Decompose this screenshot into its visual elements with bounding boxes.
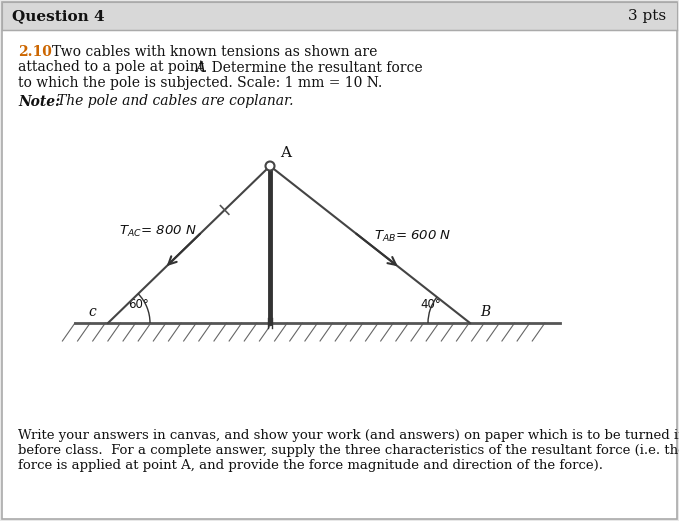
Text: A: A: [195, 60, 205, 75]
Text: to which the pole is subjected. Scale: 1 mm = 10 N.: to which the pole is subjected. Scale: 1…: [18, 76, 382, 90]
Text: B: B: [480, 305, 490, 319]
Text: The pole and cables are coplanar.: The pole and cables are coplanar.: [57, 94, 293, 108]
Circle shape: [265, 162, 274, 170]
Text: 40°: 40°: [420, 298, 441, 311]
Text: 2.10: 2.10: [18, 45, 52, 59]
Text: before class.  For a complete answer, supply the three characteristics of the re: before class. For a complete answer, sup…: [18, 444, 679, 457]
Text: 3 pts: 3 pts: [628, 9, 666, 23]
Bar: [2, 2, 677, 30]
Text: Write your answers in canvas, and show your work (and answers) on paper which is: Write your answers in canvas, and show y…: [18, 429, 679, 442]
Text: 60°: 60°: [128, 298, 149, 311]
Text: attached to a pole at point: attached to a pole at point: [18, 60, 208, 75]
Text: A: A: [280, 146, 291, 160]
Text: Two cables with known tensions as shown are: Two cables with known tensions as shown …: [52, 45, 378, 59]
Text: $T_{AC}$= 800 N: $T_{AC}$= 800 N: [119, 224, 197, 239]
Text: Question 4: Question 4: [12, 9, 105, 23]
Text: force is applied at point A, and provide the force magnitude and direction of th: force is applied at point A, and provide…: [18, 459, 603, 472]
Text: $T_{AB}$= 600 N: $T_{AB}$= 600 N: [374, 229, 452, 244]
Text: c: c: [88, 305, 96, 319]
Text: Note:: Note:: [18, 94, 60, 108]
Text: . Determine the resultant force: . Determine the resultant force: [203, 60, 422, 75]
